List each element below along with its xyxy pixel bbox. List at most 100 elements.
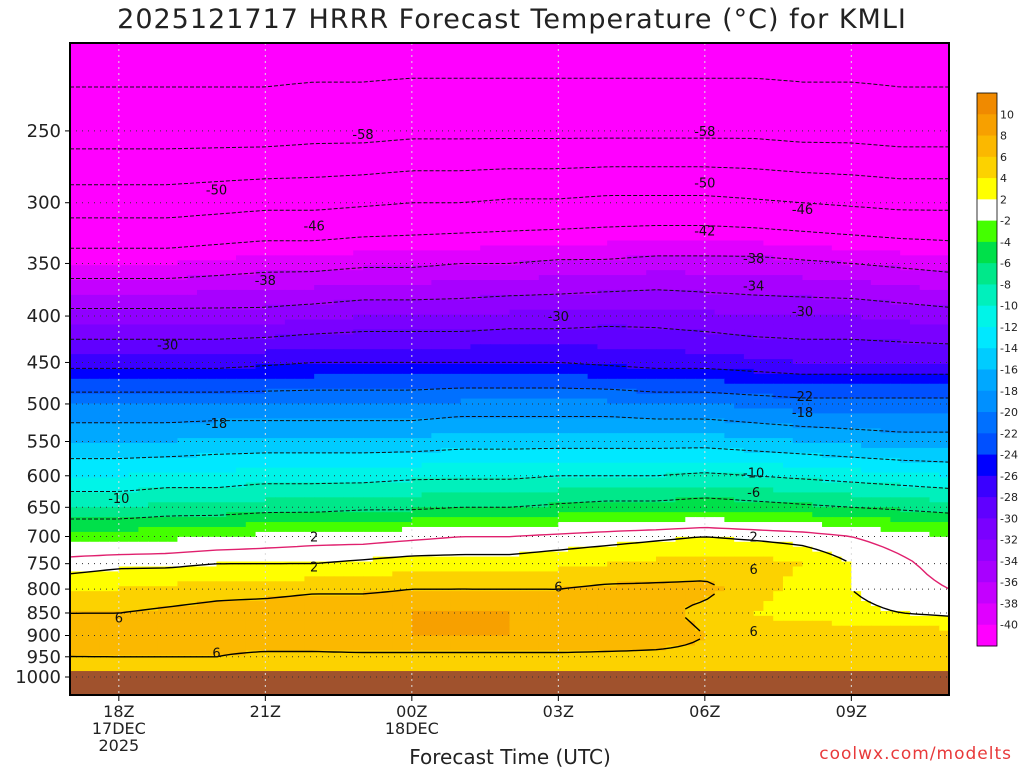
field-cell (802, 171, 813, 177)
field-cell (782, 205, 794, 212)
field-cell (782, 151, 794, 158)
field-cell (372, 280, 384, 286)
field-cell (411, 166, 423, 172)
field-cell (529, 215, 540, 222)
field-cell (558, 265, 569, 271)
field-cell (441, 181, 452, 187)
field-cell (568, 245, 579, 252)
field-cell (333, 284, 345, 291)
field-cell (294, 146, 305, 153)
field-cell (70, 250, 81, 256)
field-cell (265, 131, 276, 138)
field-cell (616, 97, 628, 103)
field-cell (646, 284, 657, 291)
field-cell (568, 43, 579, 49)
field-cell (392, 151, 403, 158)
field-cell (675, 186, 686, 192)
field-cell (314, 230, 325, 237)
field-cell (167, 57, 179, 64)
field-cell (138, 220, 149, 227)
field-cell (577, 107, 589, 113)
field-cell (323, 126, 335, 133)
field-cell (255, 171, 266, 177)
field-cell (245, 215, 257, 222)
field-cell (626, 156, 638, 163)
field-cell (597, 225, 608, 232)
field-cell (675, 146, 686, 153)
field-cell (128, 205, 139, 212)
field-cell (509, 220, 520, 227)
field-cell (568, 97, 579, 103)
field-cell (431, 161, 442, 168)
field-cell (421, 92, 432, 98)
field-cell (704, 294, 716, 301)
field-cell (587, 191, 598, 197)
field-cell (236, 265, 247, 271)
field-cell (118, 72, 130, 79)
field-cell (724, 136, 735, 143)
field-cell (851, 225, 862, 232)
field-cell (284, 136, 296, 143)
field-cell (177, 280, 188, 286)
field-cell (695, 215, 706, 222)
field-cell (99, 201, 110, 207)
field-cell (294, 225, 305, 232)
field-cell (538, 205, 550, 212)
field-cell (314, 220, 325, 227)
field-cell (138, 92, 149, 98)
field-cell (802, 284, 813, 291)
field-cell (480, 240, 491, 247)
field-cell (402, 77, 413, 84)
field-cell (841, 201, 852, 207)
field-cell (363, 126, 374, 133)
field-cell (157, 220, 169, 227)
field-cell (714, 122, 725, 128)
field-cell (743, 72, 755, 79)
field-cell (421, 294, 432, 301)
field-cell (499, 191, 511, 197)
field-cell (529, 240, 540, 247)
field-cell (89, 275, 100, 281)
field-cell (499, 220, 511, 227)
field-cell (587, 161, 598, 168)
field-cell (929, 97, 940, 103)
field-cell (714, 240, 725, 247)
field-cell (939, 136, 949, 143)
field-cell (216, 136, 227, 143)
field-cell (128, 117, 139, 123)
field-cell (109, 304, 120, 311)
field-cell (470, 156, 481, 163)
field-cell (919, 43, 931, 49)
field-cell (382, 92, 393, 98)
field-cell (763, 235, 774, 242)
field-cell (89, 97, 100, 103)
field-cell (714, 230, 725, 237)
field-cell (284, 176, 296, 182)
field-cell (577, 57, 589, 64)
field-cell (636, 112, 647, 118)
field-cell (392, 245, 403, 252)
field-cell (822, 260, 833, 266)
field-cell (206, 270, 218, 276)
field-cell (909, 299, 921, 306)
field-cell (558, 289, 569, 296)
field-cell (753, 97, 765, 103)
field-cell (255, 146, 266, 153)
field-cell (587, 230, 598, 237)
field-cell (333, 314, 345, 321)
field-cell (656, 191, 667, 197)
field-cell (236, 240, 247, 247)
field-cell (646, 171, 657, 177)
field-cell (294, 43, 305, 49)
field-cell (519, 196, 530, 202)
field-cell (519, 92, 530, 98)
field-cell (372, 57, 384, 64)
field-cell (939, 156, 949, 163)
field-cell (128, 304, 139, 311)
field-cell (187, 161, 198, 168)
field-cell (587, 225, 598, 232)
field-cell (607, 146, 618, 153)
field-cell (548, 107, 559, 113)
field-cell (99, 126, 110, 133)
field-cell (646, 146, 657, 153)
